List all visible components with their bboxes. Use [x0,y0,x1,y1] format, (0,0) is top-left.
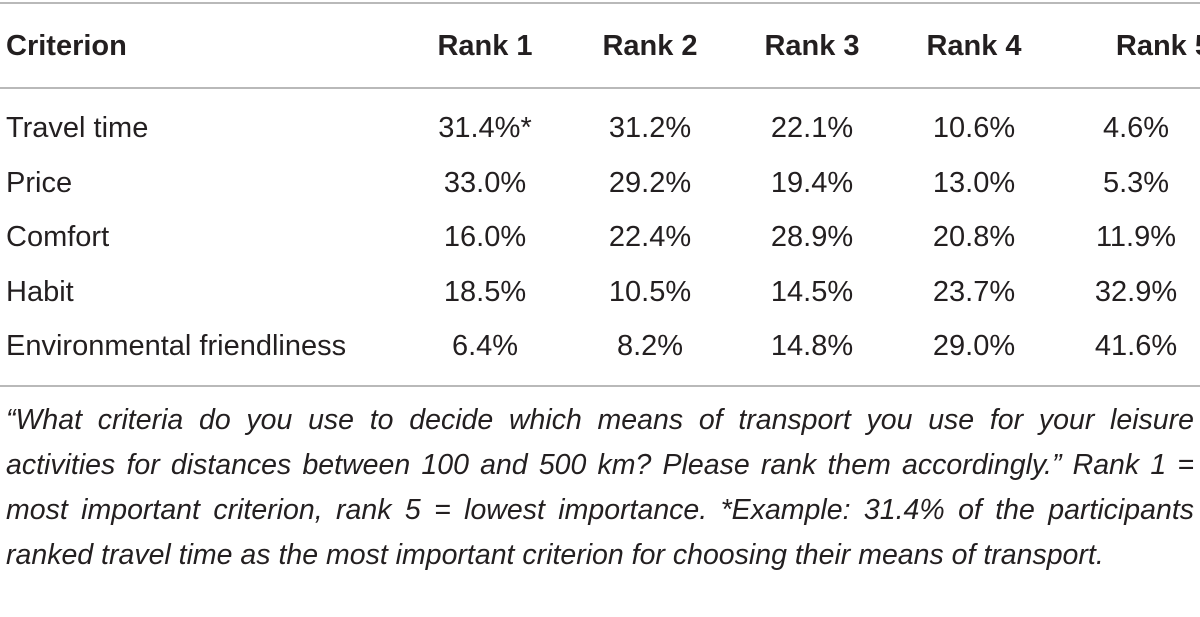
table-row: Comfort 16.0% 22.4% 28.9% 20.8% 11.9% [0,211,1200,263]
cell-rank-3: 14.5% [770,276,854,308]
table-row: Travel time 31.4%* 31.2% 22.1% 10.6% 4.6… [0,102,1200,154]
table-row: Habit 18.5% 10.5% 14.5% 23.7% 32.9% [0,266,1200,318]
cell-rank-2: 22.4% [608,221,692,253]
cell-rank-4: 29.0% [932,330,1016,362]
cell-rank-1: 31.4%* [438,112,532,144]
cell-rank-2: 29.2% [608,167,692,199]
row-criterion: Habit [6,276,74,308]
cell-rank-4: 23.7% [932,276,1016,308]
cell-rank-1: 6.4% [451,330,519,362]
row-criterion: Environmental friendliness [6,330,347,362]
cell-rank-3: 19.4% [770,167,854,199]
row-criterion: Comfort [6,221,110,253]
cell-rank-5: 11.9% [1095,221,1177,253]
cell-rank-1: 16.0% [443,221,527,253]
table-bottom-rule [0,385,1200,387]
table-row: Environmental friendliness 6.4% 8.2% 14.… [0,320,1200,372]
table-top-rule [0,2,1200,4]
header-rank-5: Rank 5 [1115,30,1200,62]
cell-rank-3: 14.8% [770,330,854,362]
cell-rank-3: 22.1% [770,112,854,144]
cell-rank-4: 10.6% [932,112,1016,144]
header-rank-4: Rank 4 [926,30,1022,62]
cell-rank-2: 31.2% [608,112,692,144]
cell-rank-5: 32.9% [1094,276,1178,308]
header-criterion: Criterion [6,30,127,62]
table-footnote: “What criteria do you use to decide whic… [6,404,1194,571]
cell-rank-5: 41.6% [1094,330,1178,362]
table-header-rule [0,87,1200,89]
cell-rank-2: 10.5% [608,276,692,308]
cell-rank-2: 8.2% [616,330,684,362]
cell-rank-4: 20.8% [932,221,1016,253]
header-rank-1: Rank 1 [437,30,533,62]
cell-rank-5: 4.6% [1102,112,1170,144]
header-rank-2: Rank 2 [602,30,698,62]
cell-rank-1: 33.0% [443,167,527,199]
cell-rank-1: 18.5% [443,276,527,308]
cell-rank-4: 13.0% [932,167,1016,199]
row-criterion: Travel time [6,112,149,144]
row-criterion: Price [6,167,73,199]
table-header-row: Criterion Rank 1 Rank 2 Rank 3 Rank 4 Ra… [0,20,1200,72]
table-row: Price 33.0% 29.2% 19.4% 13.0% 5.3% [0,157,1200,209]
header-rank-3: Rank 3 [764,30,860,62]
cell-rank-5: 5.3% [1102,167,1170,199]
cell-rank-3: 28.9% [770,221,854,253]
